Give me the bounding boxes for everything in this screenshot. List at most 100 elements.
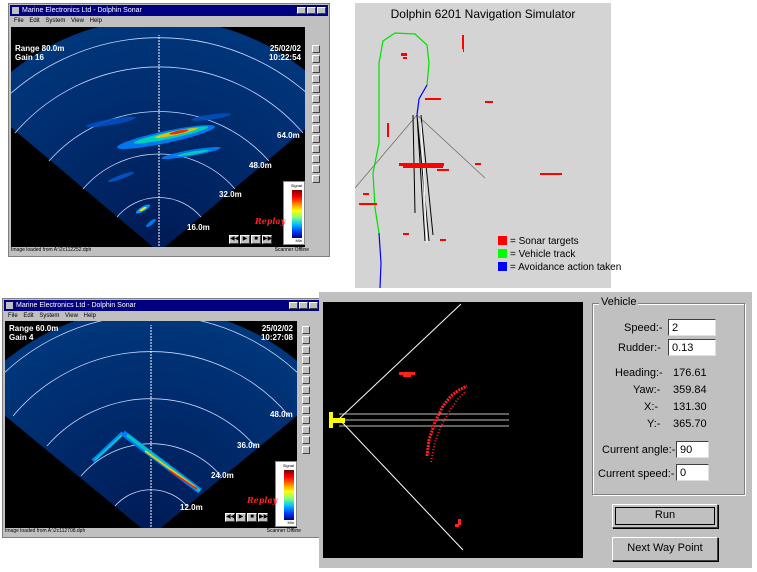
legend-label: = Avoidance action taken xyxy=(510,262,622,273)
next-way-point-button[interactable]: Next Way Point xyxy=(612,537,718,561)
nav-sim-plot xyxy=(355,32,562,288)
legend-label: = Sonar targets xyxy=(510,236,579,247)
menu-file[interactable]: File xyxy=(8,313,18,319)
maximize-button[interactable] xyxy=(307,7,316,14)
sonar-top-ring-16: 16.0m xyxy=(187,223,210,232)
tool-button[interactable] xyxy=(312,55,320,63)
app-icon xyxy=(6,302,13,309)
sonar-top-ring-64: 64.0m xyxy=(277,131,300,140)
tool-button[interactable] xyxy=(302,336,310,344)
minimize-button[interactable] xyxy=(289,302,298,309)
legend-swatch-blue xyxy=(498,262,507,271)
tool-button[interactable] xyxy=(312,85,320,93)
sonar-top-date: 25/02/02 xyxy=(269,44,301,53)
menu-view[interactable]: View xyxy=(71,18,84,24)
sonar-top-statusbar: Image loaded from A:\2c112252.dph Scanne… xyxy=(11,246,327,255)
sonar-window-bottom: Marine Electronics Ltd - Dolphin Sonar F… xyxy=(0,298,327,538)
tool-button[interactable] xyxy=(302,396,310,404)
stop-button[interactable]: ■ xyxy=(251,235,261,244)
sonar-top-fan xyxy=(0,18,337,252)
tool-button[interactable] xyxy=(302,366,310,374)
tool-button[interactable] xyxy=(302,386,310,394)
sonar-bottom-colorbar: Signal Min xyxy=(275,461,297,527)
legend-label: = Vehicle track xyxy=(510,249,576,260)
colorbar-bottom-label: Min xyxy=(287,520,294,525)
menu-view[interactable]: View xyxy=(65,313,78,319)
sonar-top-gain: Gain 16 xyxy=(15,53,44,62)
tool-button[interactable] xyxy=(302,446,310,454)
tool-button[interactable] xyxy=(312,75,320,83)
minimize-button[interactable] xyxy=(297,7,306,14)
colorbar-top-label: Signal xyxy=(290,183,302,188)
tool-button[interactable] xyxy=(302,356,310,364)
current-speed-input[interactable] xyxy=(676,464,709,481)
maximize-button[interactable] xyxy=(299,302,308,309)
status-right: Scanner Offline xyxy=(274,247,309,253)
sonar-bottom-transport: ◀◀ ▶ ■ ▶▶ xyxy=(225,513,268,522)
tool-button[interactable] xyxy=(312,95,320,103)
tool-button[interactable] xyxy=(312,45,320,53)
vehicle-group-title: Vehicle xyxy=(599,296,639,308)
run-button[interactable]: Run xyxy=(612,504,718,528)
sonar-bottom-ring-12: 12.0m xyxy=(180,503,203,512)
legend-swatch-green xyxy=(498,249,507,258)
tool-button[interactable] xyxy=(312,115,320,123)
sonar-top-time: 10:22:54 xyxy=(268,53,301,62)
nav-sim-title: Dolphin 6201 Navigation Simulator xyxy=(390,7,576,21)
x-label: X:- xyxy=(644,401,659,413)
tool-button[interactable] xyxy=(302,346,310,354)
vehicle-groupbox xyxy=(592,303,745,495)
tool-button[interactable] xyxy=(312,155,320,163)
tool-button[interactable] xyxy=(302,406,310,414)
stop-button[interactable]: ■ xyxy=(247,513,257,522)
rewind-button[interactable]: ◀◀ xyxy=(225,513,236,522)
colorbar-bottom-label: Min xyxy=(295,238,302,243)
menu-help[interactable]: Help xyxy=(83,313,96,319)
rudder-input[interactable] xyxy=(668,339,716,356)
play-button[interactable]: ▶ xyxy=(240,235,250,244)
tool-button[interactable] xyxy=(312,165,320,173)
sonar-top-titlebar: Marine Electronics Ltd - Dolphin Sonar xyxy=(10,5,328,16)
tool-button[interactable] xyxy=(302,326,310,334)
legend-vehicle-track: = Vehicle track xyxy=(498,249,575,260)
menu-edit[interactable]: Edit xyxy=(23,313,34,319)
sonar-bottom-statusbar: Image loaded from A:\2c112708.dph Scanne… xyxy=(5,527,319,536)
sonar-top-ring-32: 32.0m xyxy=(219,190,242,199)
tool-button[interactable] xyxy=(312,175,320,183)
tool-button[interactable] xyxy=(302,426,310,434)
fast-forward-button[interactable]: ▶▶ xyxy=(258,513,269,522)
tool-button[interactable] xyxy=(312,135,320,143)
sonar-bottom-display: Range 60.0m Gain 4 25/02/02 10:27:08 12.… xyxy=(0,307,327,536)
status-left: Image loaded from A:\2c112252.dph xyxy=(11,247,92,253)
menu-system[interactable]: System xyxy=(45,18,66,24)
fast-forward-button[interactable]: ▶▶ xyxy=(262,235,273,244)
tool-button[interactable] xyxy=(302,376,310,384)
status-right: Scanner Offline xyxy=(266,528,301,534)
tool-button[interactable] xyxy=(302,436,310,444)
sonar-top-replay: Replay xyxy=(255,216,286,226)
rewind-button[interactable]: ◀◀ xyxy=(229,235,240,244)
sonar-top-title: Marine Electronics Ltd - Dolphin Sonar xyxy=(22,7,142,14)
close-button[interactable] xyxy=(317,7,326,14)
menu-help[interactable]: Help xyxy=(89,18,102,24)
legend-swatch-red xyxy=(498,236,507,245)
tool-button[interactable] xyxy=(302,416,310,424)
x-value: 131.30 xyxy=(673,401,707,413)
menu-edit[interactable]: Edit xyxy=(29,18,40,24)
yaw-label: Yaw:- xyxy=(633,384,661,396)
menu-file[interactable]: File xyxy=(14,18,24,24)
local-sonar-view xyxy=(323,302,583,558)
tool-button[interactable] xyxy=(312,145,320,153)
current-angle-input[interactable] xyxy=(676,441,709,458)
heading-label: Heading:- xyxy=(615,367,663,379)
current-speed-label: Current speed:- xyxy=(598,468,675,480)
close-button[interactable] xyxy=(309,302,318,309)
menu-system[interactable]: System xyxy=(39,313,60,319)
tool-button[interactable] xyxy=(312,65,320,73)
tool-button[interactable] xyxy=(312,125,320,133)
play-button[interactable]: ▶ xyxy=(236,513,246,522)
tool-button[interactable] xyxy=(312,105,320,113)
sonar-window-top: Marine Electronics Ltd - Dolphin Sonar F… xyxy=(0,3,337,257)
speed-input[interactable] xyxy=(668,319,716,336)
sonar-top-menubar: File Edit System View Help xyxy=(10,16,328,26)
